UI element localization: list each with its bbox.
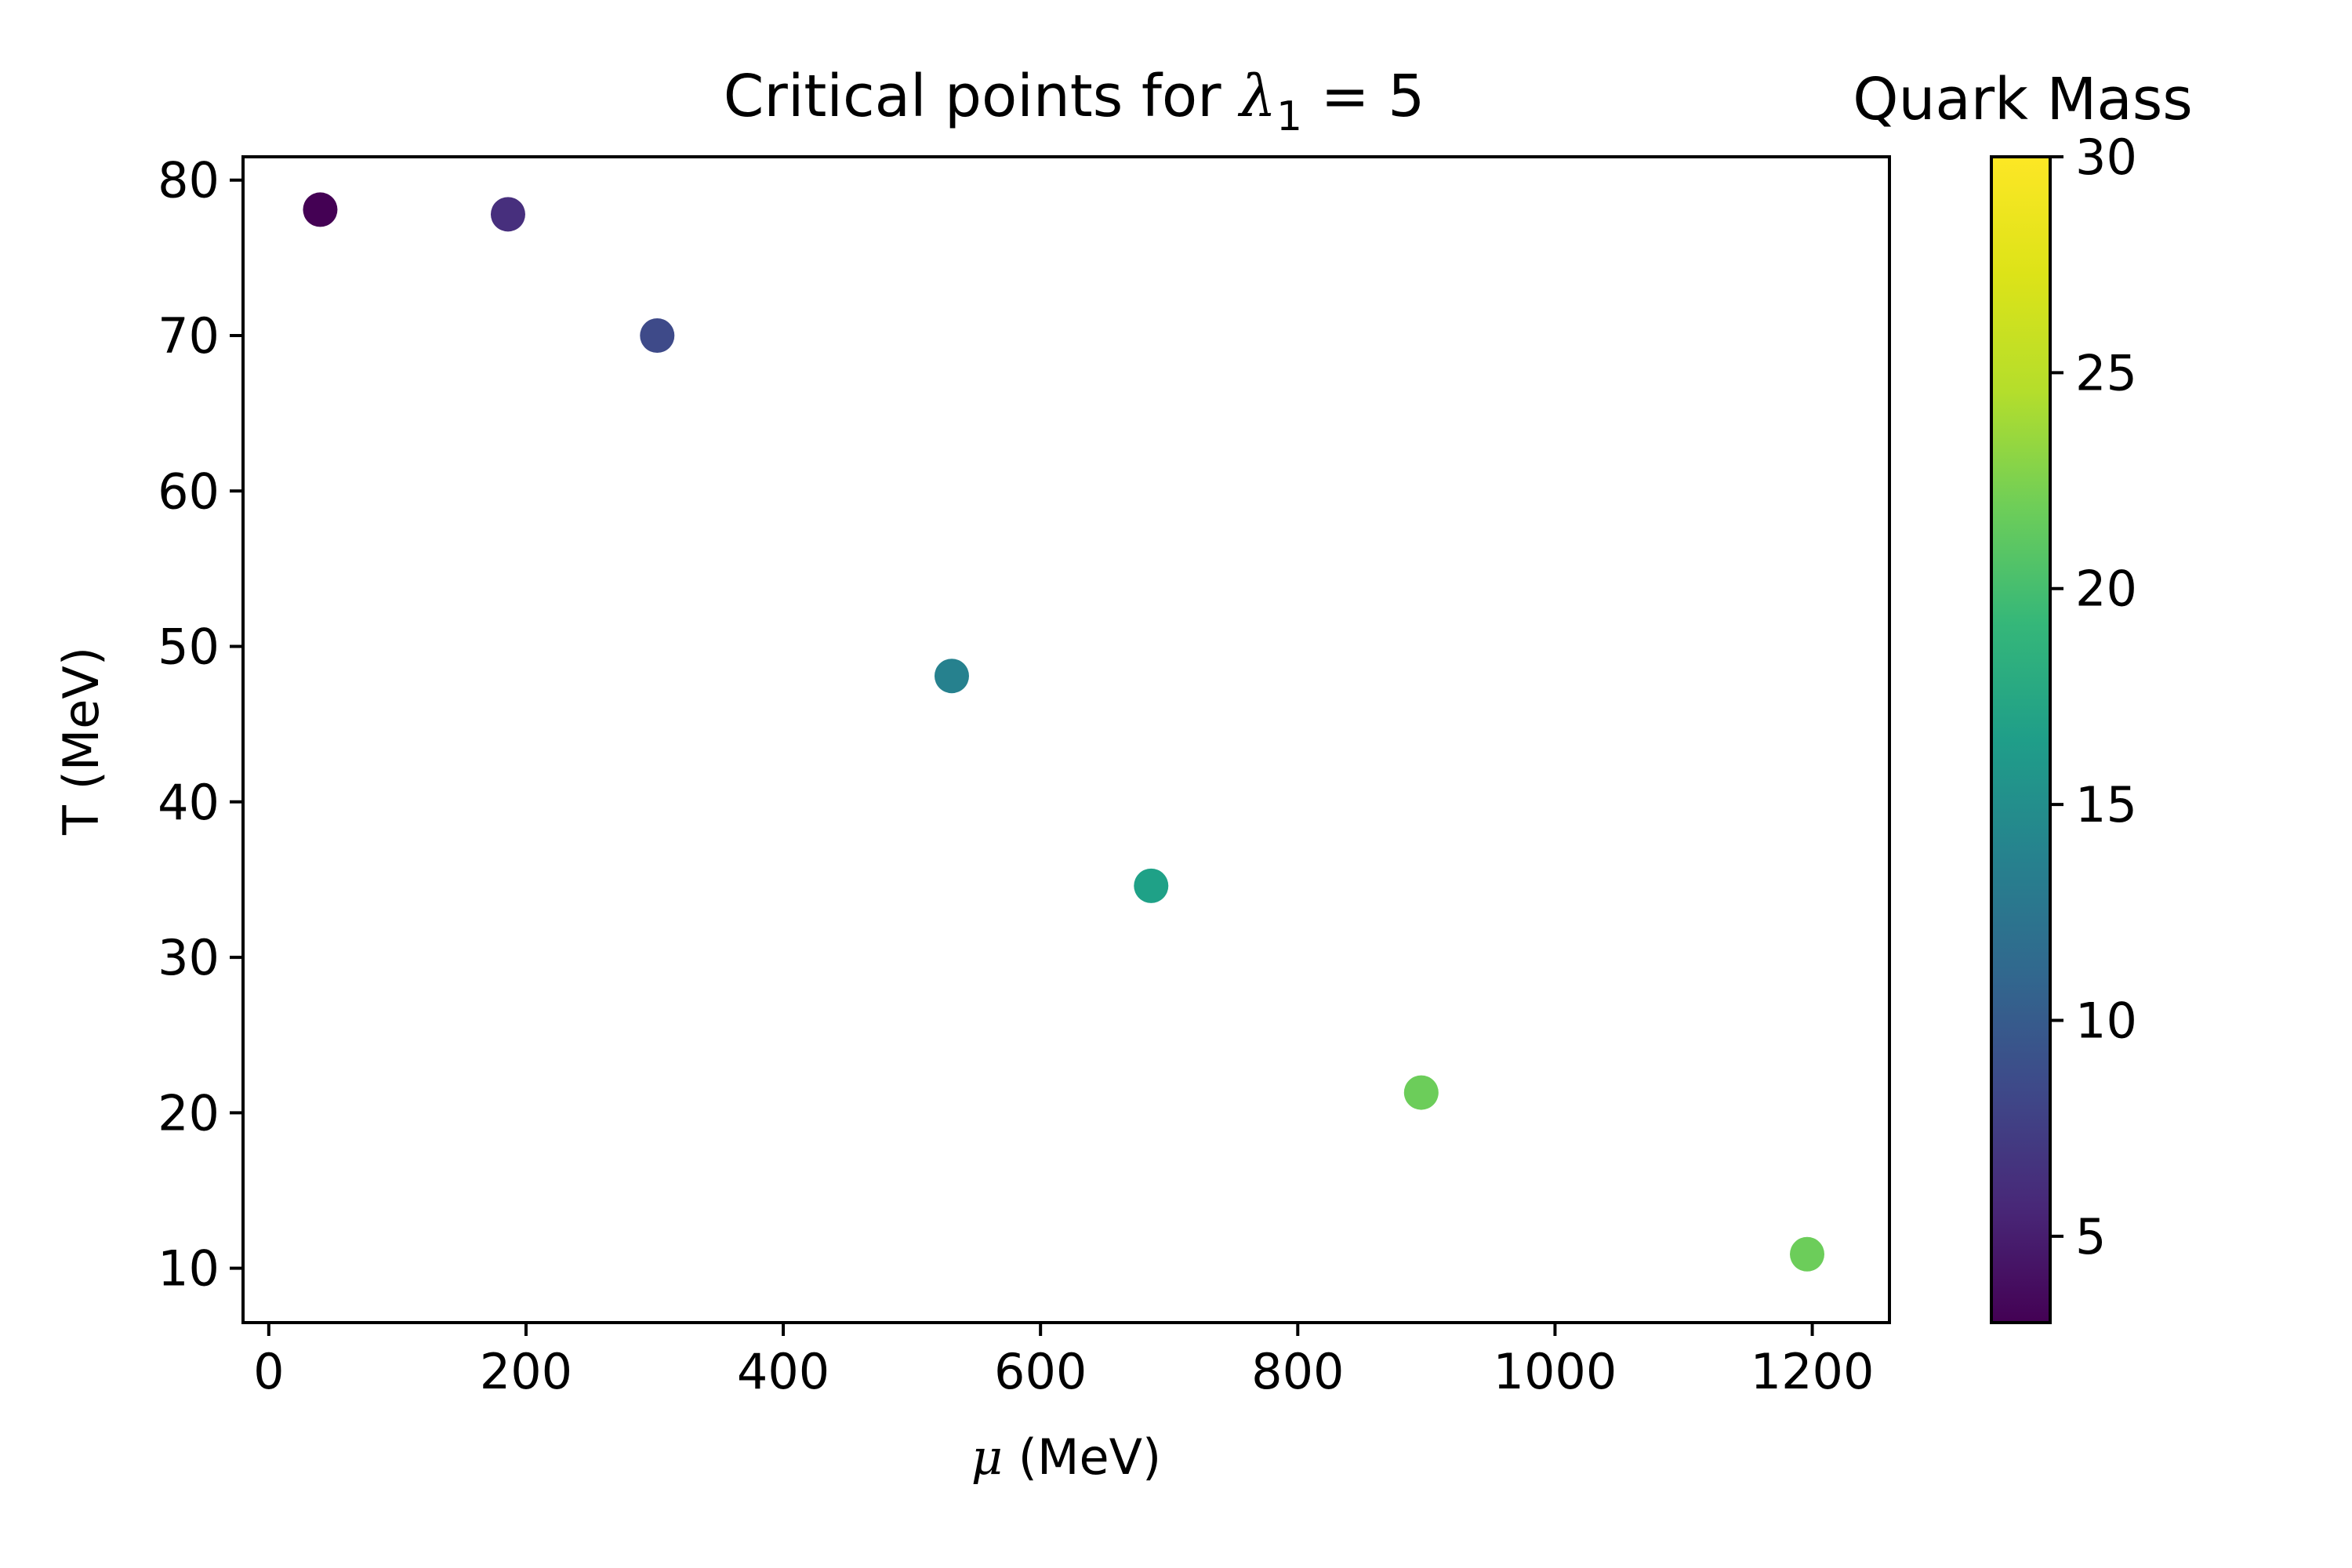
x-tick-label: 1000	[1494, 1343, 1617, 1400]
colorbar-ticks: 5 10 15 20 25 30	[2050, 129, 2137, 1265]
x-tick-label: 0	[253, 1343, 284, 1400]
plot-area	[241, 155, 1891, 1324]
data-point	[1790, 1236, 1824, 1272]
colorbar-tick-label: 5	[2075, 1208, 2106, 1265]
data-point	[1134, 868, 1169, 903]
y-axis-label: T (MeV)	[53, 647, 110, 836]
chart-title: Critical points for λ1 = 5	[724, 63, 1425, 140]
y-tick-label: 20	[158, 1084, 220, 1142]
x-tick-label: 400	[737, 1343, 829, 1400]
scatter-points	[303, 192, 1824, 1272]
data-point	[640, 318, 675, 354]
x-tick-label: 600	[994, 1343, 1087, 1400]
y-tick-label: 70	[158, 307, 220, 365]
y-tick-label: 60	[158, 463, 220, 520]
colorbar-tick-label: 20	[2075, 561, 2137, 618]
y-tick-label: 10	[158, 1240, 220, 1298]
colorbar-tick-label: 15	[2075, 776, 2137, 833]
data-point	[490, 197, 525, 232]
colorbar-label: Quark Mass	[1853, 66, 2193, 133]
x-tick-label: 1200	[1751, 1343, 1875, 1400]
x-axis: 0 200 400 600 800 1000 1200	[253, 1323, 1874, 1400]
data-point	[934, 659, 969, 694]
y-tick-label: 80	[158, 152, 220, 209]
y-tick-label: 40	[158, 774, 220, 831]
x-tick-label: 200	[480, 1343, 572, 1400]
colorbar-tick-label: 30	[2075, 129, 2137, 186]
colorbar-tick-label: 10	[2075, 992, 2137, 1049]
colorbar-tick-label: 25	[2075, 344, 2137, 401]
x-tick-label: 800	[1251, 1343, 1344, 1400]
x-axis-label: μ (MeV)	[971, 1428, 1161, 1486]
y-tick-label: 50	[158, 619, 220, 676]
data-point	[303, 192, 338, 227]
y-axis: 10 20 30 40 50 60 70 80	[158, 152, 243, 1298]
data-point	[1403, 1075, 1439, 1110]
colorbar	[1990, 155, 2052, 1324]
y-tick-label: 30	[158, 929, 220, 986]
